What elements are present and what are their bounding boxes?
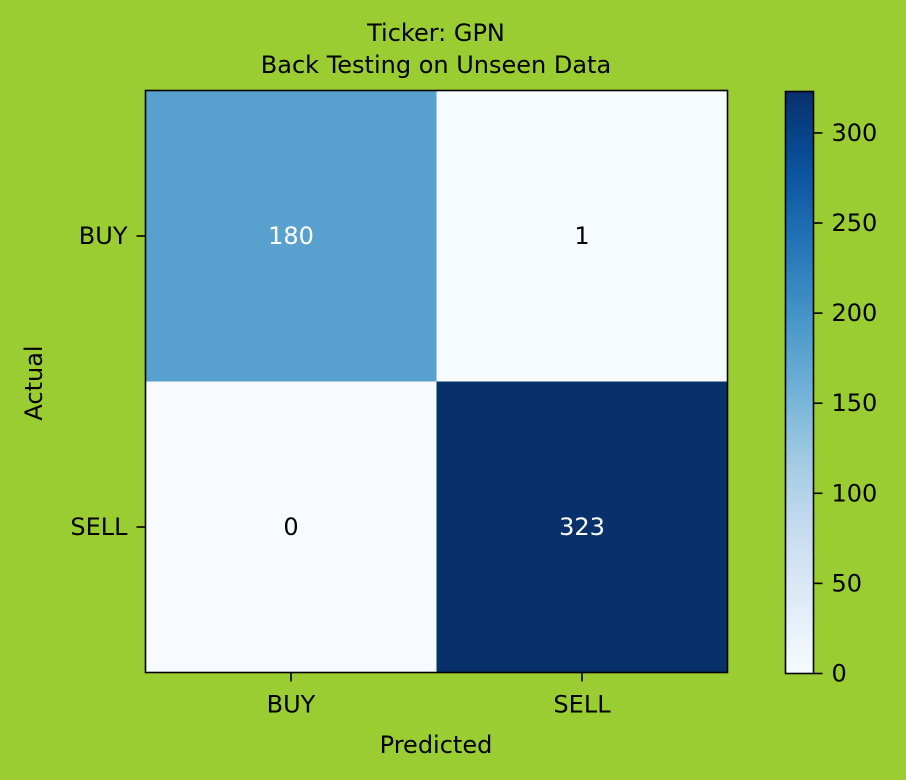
colorbar-ticks: 0 50 100 150 200 250 300 [813,119,878,688]
x-tick-label: BUY [267,691,316,719]
x-tick-label: SELL [553,691,611,719]
y-tick-label: SELL [70,513,128,541]
y-axis-ticks: BUY SELL [70,222,146,541]
heatmap-cell [145,381,437,673]
colorbar-tick-label: 300 [832,119,878,147]
colorbar [784,90,815,675]
x-axis-label: Predicted [380,731,493,759]
y-tick-label: BUY [79,222,128,250]
colorbar-tick-label: 250 [832,209,878,237]
heatmap-cell [436,381,728,673]
heatmap-cell-value: 0 [283,513,298,541]
heatmap-cell-value: 323 [559,513,605,541]
heatmap-cell [436,90,728,382]
colorbar-tick-label: 150 [832,389,878,417]
plot-frame [144,89,729,674]
colorbar-tick-label: 50 [832,569,863,597]
x-axis-ticks: BUY SELL [267,672,611,719]
colorbar-tick-label: 200 [832,299,878,327]
heatmap-cell [145,90,437,382]
chart-subtitle: Back Testing on Unseen Data [261,51,611,79]
colorbar-tick-label: 100 [832,479,878,507]
heatmap-cell-value: 180 [268,222,314,250]
heatmap-cells [145,90,728,673]
colorbar-tick-label: 0 [832,660,847,688]
chart-title: Ticker: GPN [366,19,505,47]
heatmap-cell-value: 1 [574,222,589,250]
y-axis-label: Actual [20,345,48,420]
heatmap-cell-labels: 180 1 0 323 [268,222,605,541]
